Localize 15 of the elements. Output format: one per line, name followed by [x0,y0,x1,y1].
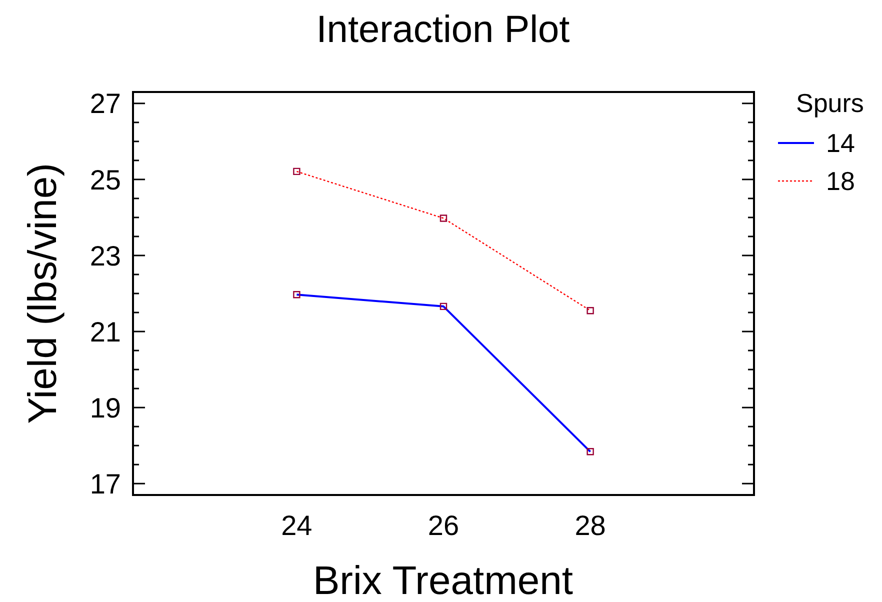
x-axis-title: Brix Treatment [312,559,574,602]
y-tick-label: 27 [90,88,121,120]
x-tick-label: 26 [428,510,460,541]
chart-title: Interaction Plot [316,9,570,51]
legend-label: 14 [826,128,855,158]
y-tick-label: 23 [90,240,121,272]
x-tick-label: 24 [281,510,312,541]
y-tick-label: 25 [90,164,121,196]
y-axis-title: Yield (lbs/vine) [21,163,65,424]
legend-label: 18 [826,166,855,196]
y-tick-label: 21 [90,316,121,348]
y-tick-label: 19 [90,392,121,424]
y-tick-label: 17 [90,468,121,500]
x-tick-label: 28 [574,510,606,541]
legend-title: Spurs [796,88,864,118]
